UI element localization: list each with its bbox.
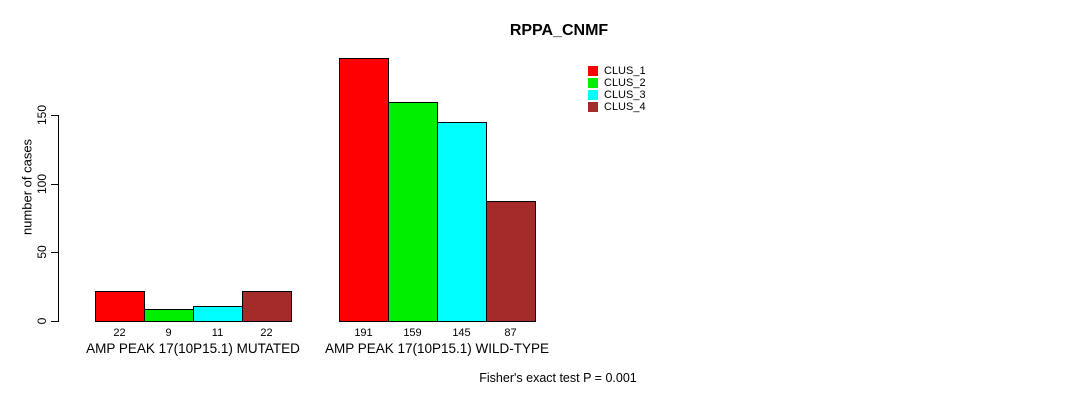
bar-value-label: 22 [260,327,273,339]
y-tick-mark [51,115,58,116]
bar-clus_4 [486,201,536,322]
bar-clus_1 [339,58,389,322]
legend-swatch-clus_1 [588,66,598,76]
bar-clus_4 [242,291,292,322]
y-tick-mark [51,252,58,253]
y-tick-label: 100 [35,173,49,195]
bar-clus_3 [193,306,243,322]
bar-value-label: 191 [354,327,373,339]
y-tick-mark [51,321,58,322]
bar-clus_2 [388,102,438,322]
legend-label: CLUS_2 [604,77,646,89]
group-axis-label: AMP PEAK 17(10P15.1) WILD-TYPE [324,341,550,356]
footnote-text: Fisher's exact test P = 0.001 [479,371,637,385]
legend-label: CLUS_4 [604,101,646,113]
legend-swatch-clus_4 [588,102,598,112]
y-tick-mark [51,184,58,185]
y-tick-label: 50 [35,245,49,259]
legend-swatch-clus_2 [588,78,598,88]
y-tick-label: 0 [35,317,49,325]
bar-value-label: 159 [403,327,422,339]
bar-value-label: 22 [113,327,126,339]
bar-clus_3 [437,122,487,322]
legend-swatch-clus_3 [588,90,598,100]
bar-value-label: 11 [211,327,224,339]
chart-title: RPPA_CNMF [509,22,609,39]
group-axis-label: AMP PEAK 17(10P15.1) MUTATED [86,341,300,356]
legend-label: CLUS_1 [604,65,646,77]
bar-value-label: 145 [452,327,471,339]
legend-label: CLUS_3 [604,89,646,101]
bar-value-label: 87 [504,327,517,339]
y-axis-line [58,115,59,322]
y-axis-title: number of cases [19,138,35,236]
bar-clus_1 [95,291,145,322]
y-tick-label: 150 [35,104,49,126]
bar-value-label: 9 [165,327,172,339]
bar-clus_2 [144,309,194,322]
